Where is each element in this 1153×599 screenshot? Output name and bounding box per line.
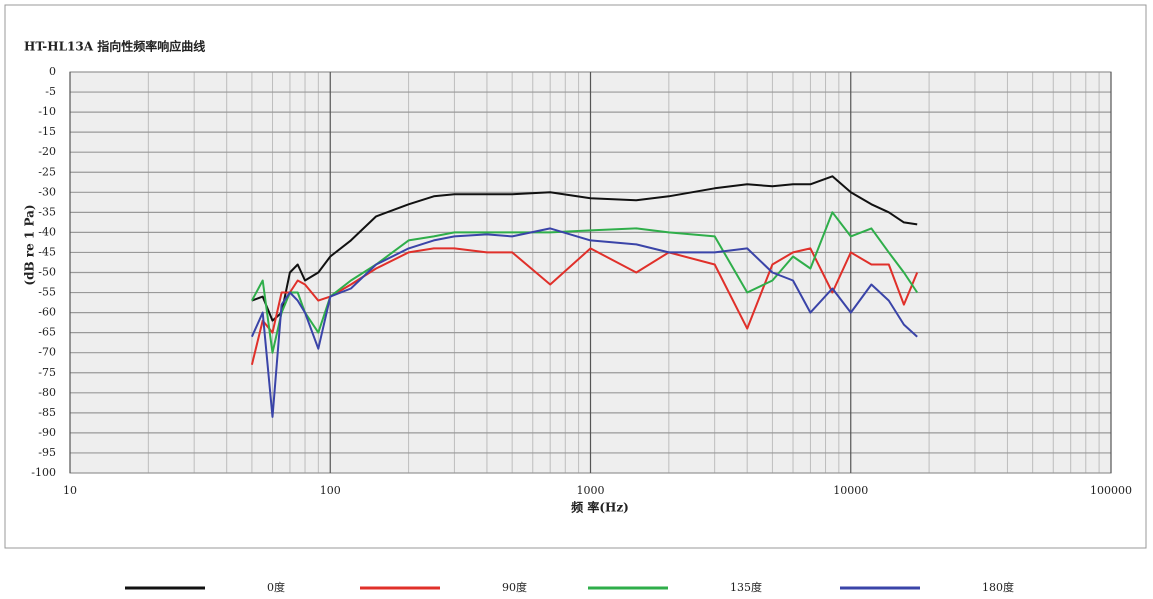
series-line [251,175,918,322]
y-tick-label: -45 [38,245,56,258]
y-tick-label: 0 [49,65,56,78]
y-tick-label: -85 [38,406,56,419]
y-tick-label: -10 [38,105,56,118]
y-tick-label: -55 [38,286,56,299]
series-line [250,227,918,418]
series-line [251,211,919,354]
y-tick-label: -75 [38,366,56,379]
y-tick-label: -80 [38,386,56,399]
y-tick-label: -50 [38,266,56,279]
y-tick-label: -30 [38,185,56,198]
series-line [250,247,919,365]
y-tick-label: -95 [38,446,56,459]
x-axis-label: 频 率(Hz) [571,500,629,515]
y-tick-label: -70 [38,346,56,359]
y-tick-label: -65 [38,326,56,339]
x-tick-label: 10 [63,484,77,497]
y-tick-label: -100 [31,466,56,479]
chart-title: HT-HL13A 指向性频率响应曲线 [24,39,205,54]
x-tick-label: 100 [320,484,341,497]
legend-label: 0度 [267,580,285,594]
legend-label: 90度 [502,580,527,594]
legend-label: 180度 [982,580,1014,594]
y-tick-label: -25 [38,165,56,178]
y-tick-label: -20 [38,145,56,158]
y-axis-label: (dB re 1 Pa) [23,204,37,285]
y-tick-label: -90 [38,426,56,439]
x-tick-label: 100000 [1090,484,1132,497]
y-tick-label: -40 [38,225,56,238]
x-tick-label: 1000 [577,484,605,497]
x-tick-label: 10000 [833,484,868,497]
y-tick-label: -60 [38,306,56,319]
y-tick-label: -15 [38,125,56,138]
y-tick-label: -5 [45,85,56,98]
legend-label: 135度 [730,580,762,594]
y-tick-label: -35 [38,205,56,218]
